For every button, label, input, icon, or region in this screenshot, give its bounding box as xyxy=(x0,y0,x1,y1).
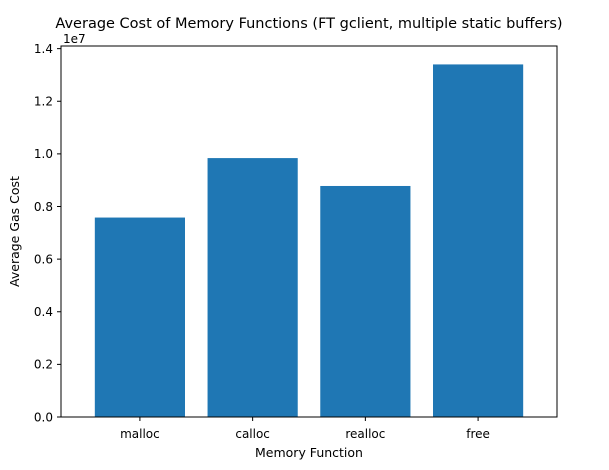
x-axis-label: Memory Function xyxy=(255,445,363,460)
bar-calloc xyxy=(207,158,298,417)
y-axis-ticks: 0.0 0.2 0.4 0.6 0.8 1.0 1.2 1.4 xyxy=(34,42,61,424)
x-tick-label: free xyxy=(466,427,490,441)
bar-malloc xyxy=(94,217,185,417)
chart-title: Average Cost of Memory Functions (FT gcl… xyxy=(55,16,562,32)
y-tick-label: 1.4 xyxy=(34,42,53,56)
bars-group xyxy=(94,64,524,418)
plot-frame xyxy=(60,45,558,418)
y-tick-label: 1.2 xyxy=(34,95,53,109)
x-tick-label: realloc xyxy=(345,427,385,441)
y-tick-label: 0.2 xyxy=(34,358,53,372)
y-tick-label: 0.0 xyxy=(34,410,53,424)
x-tick-label: malloc xyxy=(120,427,160,441)
bar-free xyxy=(433,64,524,418)
y-axis-label: Average Gas Cost xyxy=(7,176,22,287)
bar-realloc xyxy=(320,185,411,417)
x-axis-ticks: malloc calloc realloc free xyxy=(120,417,490,441)
y-tick-label: 1.0 xyxy=(34,147,53,161)
y-tick-label: 0.8 xyxy=(34,200,53,214)
y-tick-label: 0.4 xyxy=(34,305,53,319)
y-axis-offset-label: 1e7 xyxy=(63,32,86,46)
y-tick-label: 0.6 xyxy=(34,252,53,266)
x-tick-label: calloc xyxy=(235,427,270,441)
